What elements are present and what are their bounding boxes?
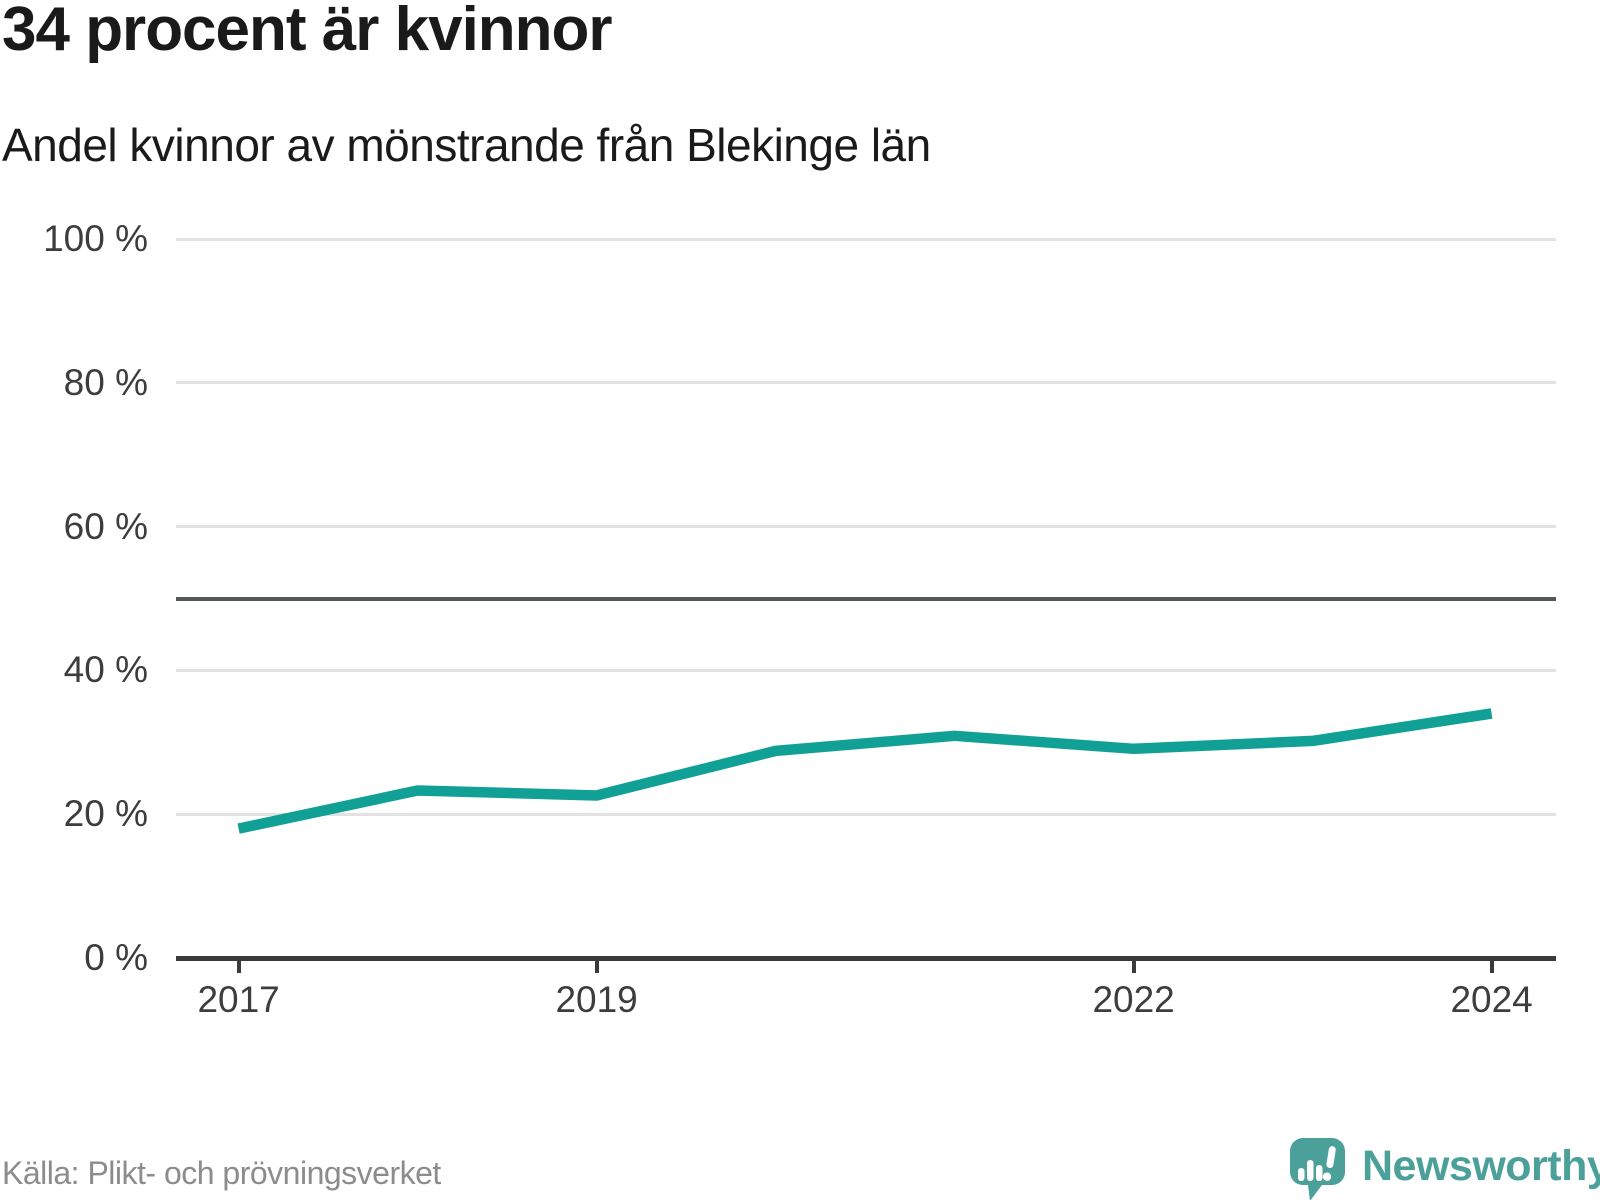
gridline-80 xyxy=(176,381,1556,385)
source-note: Källa: Plikt- och prövningsverket xyxy=(2,1155,441,1191)
newsworthy-logo-icon xyxy=(1290,1138,1345,1200)
x-axis-tick-2024 xyxy=(1489,960,1494,973)
y-axis-label-0: 0 % xyxy=(84,937,148,978)
gridline-100 xyxy=(176,237,1556,241)
page-subtitle: Andel kvinnor av mönstrande från Bleking… xyxy=(2,119,931,171)
logo-bar-2 xyxy=(1307,1160,1314,1181)
x-axis-tick-2017 xyxy=(236,960,241,973)
gridline-60 xyxy=(176,525,1556,529)
page-title: 34 procent är kvinnor xyxy=(2,0,613,64)
logo-bar-3 xyxy=(1316,1165,1323,1181)
y-axis-label-60: 60 % xyxy=(63,505,148,547)
y-axis-label-40: 40 % xyxy=(63,649,148,691)
logo-exclamation xyxy=(1322,1146,1336,1181)
x-axis-line xyxy=(176,955,1556,961)
newsworthy-wordmark: Newsworthy xyxy=(1362,1142,1600,1190)
gridline-40 xyxy=(176,668,1556,672)
x-axis-tick-2019 xyxy=(594,960,599,973)
logo-bar-1 xyxy=(1298,1168,1305,1181)
reference-line-50 xyxy=(176,596,1556,601)
x-axis-label-2024: 2024 xyxy=(1450,979,1533,1020)
x-axis-label-2022: 2022 xyxy=(1092,979,1175,1020)
x-axis-tick-2022 xyxy=(1131,960,1136,973)
x-axis-label-2017: 2017 xyxy=(197,979,280,1020)
x-axis-label-2019: 2019 xyxy=(555,979,638,1020)
y-axis-label-100: 100 % xyxy=(43,218,148,259)
y-axis-label-80: 80 % xyxy=(63,361,148,403)
y-axis-label-20: 20 % xyxy=(63,793,148,835)
gridline-20 xyxy=(176,812,1556,816)
